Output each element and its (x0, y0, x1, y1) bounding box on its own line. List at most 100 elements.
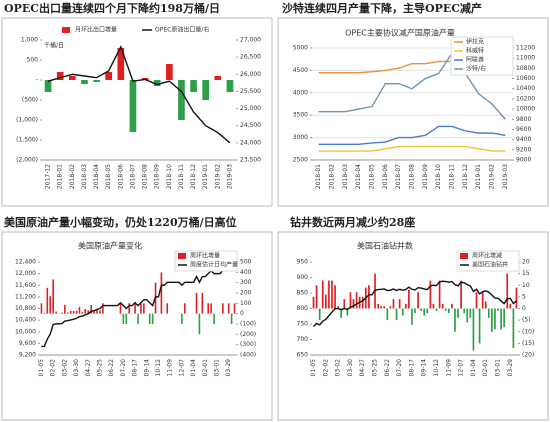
x-tick-label: 04-27 (85, 359, 92, 377)
x-tick-label: 2019-01 (202, 164, 209, 189)
legend-label: 周环比增减 (472, 252, 502, 260)
x-tick-label: 2018-01 (57, 164, 64, 189)
bar (66, 312, 69, 314)
bar (469, 308, 472, 318)
bar (69, 310, 72, 314)
bar (466, 308, 469, 323)
legend-label: 美国石油钻井 (472, 261, 508, 269)
bar (128, 303, 131, 314)
y-tick-label: 24,500 (240, 122, 261, 129)
bar (408, 289, 410, 309)
bar (119, 303, 122, 314)
x-tick-label: 03-30 (73, 359, 80, 377)
bar (515, 287, 518, 309)
x-tick-label: 2018-03 (81, 164, 88, 189)
bar (441, 303, 444, 309)
bar (143, 303, 145, 314)
y-tick-label: 500 (240, 259, 252, 266)
section-heading: 钻井数近两月减少约28座 (290, 215, 415, 229)
bar (117, 48, 125, 80)
bar (93, 80, 100, 82)
y-tick-label: 24,000 (240, 139, 261, 146)
x-tick-label: 2018-04 (93, 164, 100, 189)
x-tick-label: 2019-02 (489, 164, 496, 189)
y-tick-label: 10600 (516, 75, 535, 82)
bar (214, 76, 222, 80)
bar (324, 294, 327, 309)
bar (346, 308, 349, 316)
bar (337, 306, 339, 309)
y-tick-label: 10 (522, 282, 530, 289)
legend-label: 周环比增量 (190, 252, 220, 260)
y-tick-label: 0 (522, 305, 526, 312)
y-tick-label: 10200 (516, 95, 535, 102)
bar (312, 296, 315, 309)
x-tick-label: 02-02 (322, 359, 329, 377)
bar (380, 306, 383, 309)
legend-label: 周度估计日均产量 (190, 261, 238, 269)
bar (334, 285, 336, 309)
y-tick-label: 750 (297, 321, 309, 328)
x-tick-label: 07-20 (120, 359, 127, 377)
bar (447, 308, 450, 314)
bar (478, 308, 481, 344)
x-tick-label: 2018-06 (382, 164, 389, 189)
line-series (318, 51, 506, 120)
bar (331, 280, 333, 309)
bar (457, 308, 459, 318)
bar (72, 310, 75, 314)
y-tick-label: 2500 (293, 157, 308, 164)
x-tick-label: 2018-02 (69, 164, 76, 189)
bar (87, 310, 90, 314)
x-tick-label: 01-05 (310, 359, 317, 377)
x-tick-label: 02-01 (202, 359, 209, 377)
x-tick-label: 03-29 (507, 359, 514, 377)
bar (361, 296, 364, 309)
x-tick-label: 2019-03 (226, 164, 233, 189)
x-tick-label: 2018-07 (129, 164, 136, 189)
bar (129, 80, 137, 132)
y-tick-label: 23,500 (240, 157, 261, 164)
y-tick-label: (2,000) (16, 157, 38, 164)
bar (429, 280, 432, 309)
legend-label: 月环比出口增量 (75, 26, 117, 34)
bar (497, 308, 499, 311)
bar (491, 308, 493, 332)
y-tick-label: 300 (240, 279, 252, 286)
bar (52, 279, 54, 314)
bar (355, 292, 358, 309)
bar (494, 308, 496, 330)
x-tick-label: 2019-02 (214, 164, 221, 189)
y-tick-label: 9200 (516, 146, 531, 153)
x-tick-label: 2018-05 (369, 164, 376, 189)
x-tick-label: 10-12 (433, 359, 440, 377)
bar (423, 308, 426, 316)
y-tick-label: (300) (240, 341, 256, 348)
x-tick-label: 2019-01 (475, 164, 482, 189)
y-tick-label: (200) (240, 331, 256, 338)
bar (122, 313, 125, 324)
x-tick-label: 03-01 (495, 359, 502, 377)
line-series (313, 280, 517, 327)
x-tick-label: 09-14 (421, 359, 428, 377)
bar (435, 308, 438, 311)
bar (140, 303, 142, 314)
y-tick-label: 9,600 (19, 340, 36, 347)
bar (395, 308, 398, 321)
bar (222, 303, 224, 314)
bar (401, 308, 404, 316)
bar (178, 80, 185, 120)
x-tick-label: 2018-10 (166, 164, 173, 189)
y-tick-label: 400 (240, 269, 252, 276)
x-tick-label: 05-25 (96, 359, 103, 377)
line-series (318, 145, 506, 152)
x-tick-label: 04-27 (359, 359, 366, 377)
x-tick-label: 03-02 (61, 359, 68, 377)
bar (340, 308, 343, 318)
bar (392, 299, 395, 309)
legend-label: 伊拉克 (466, 38, 484, 46)
bar (509, 303, 512, 309)
bar (68, 76, 76, 80)
bar (451, 303, 453, 309)
